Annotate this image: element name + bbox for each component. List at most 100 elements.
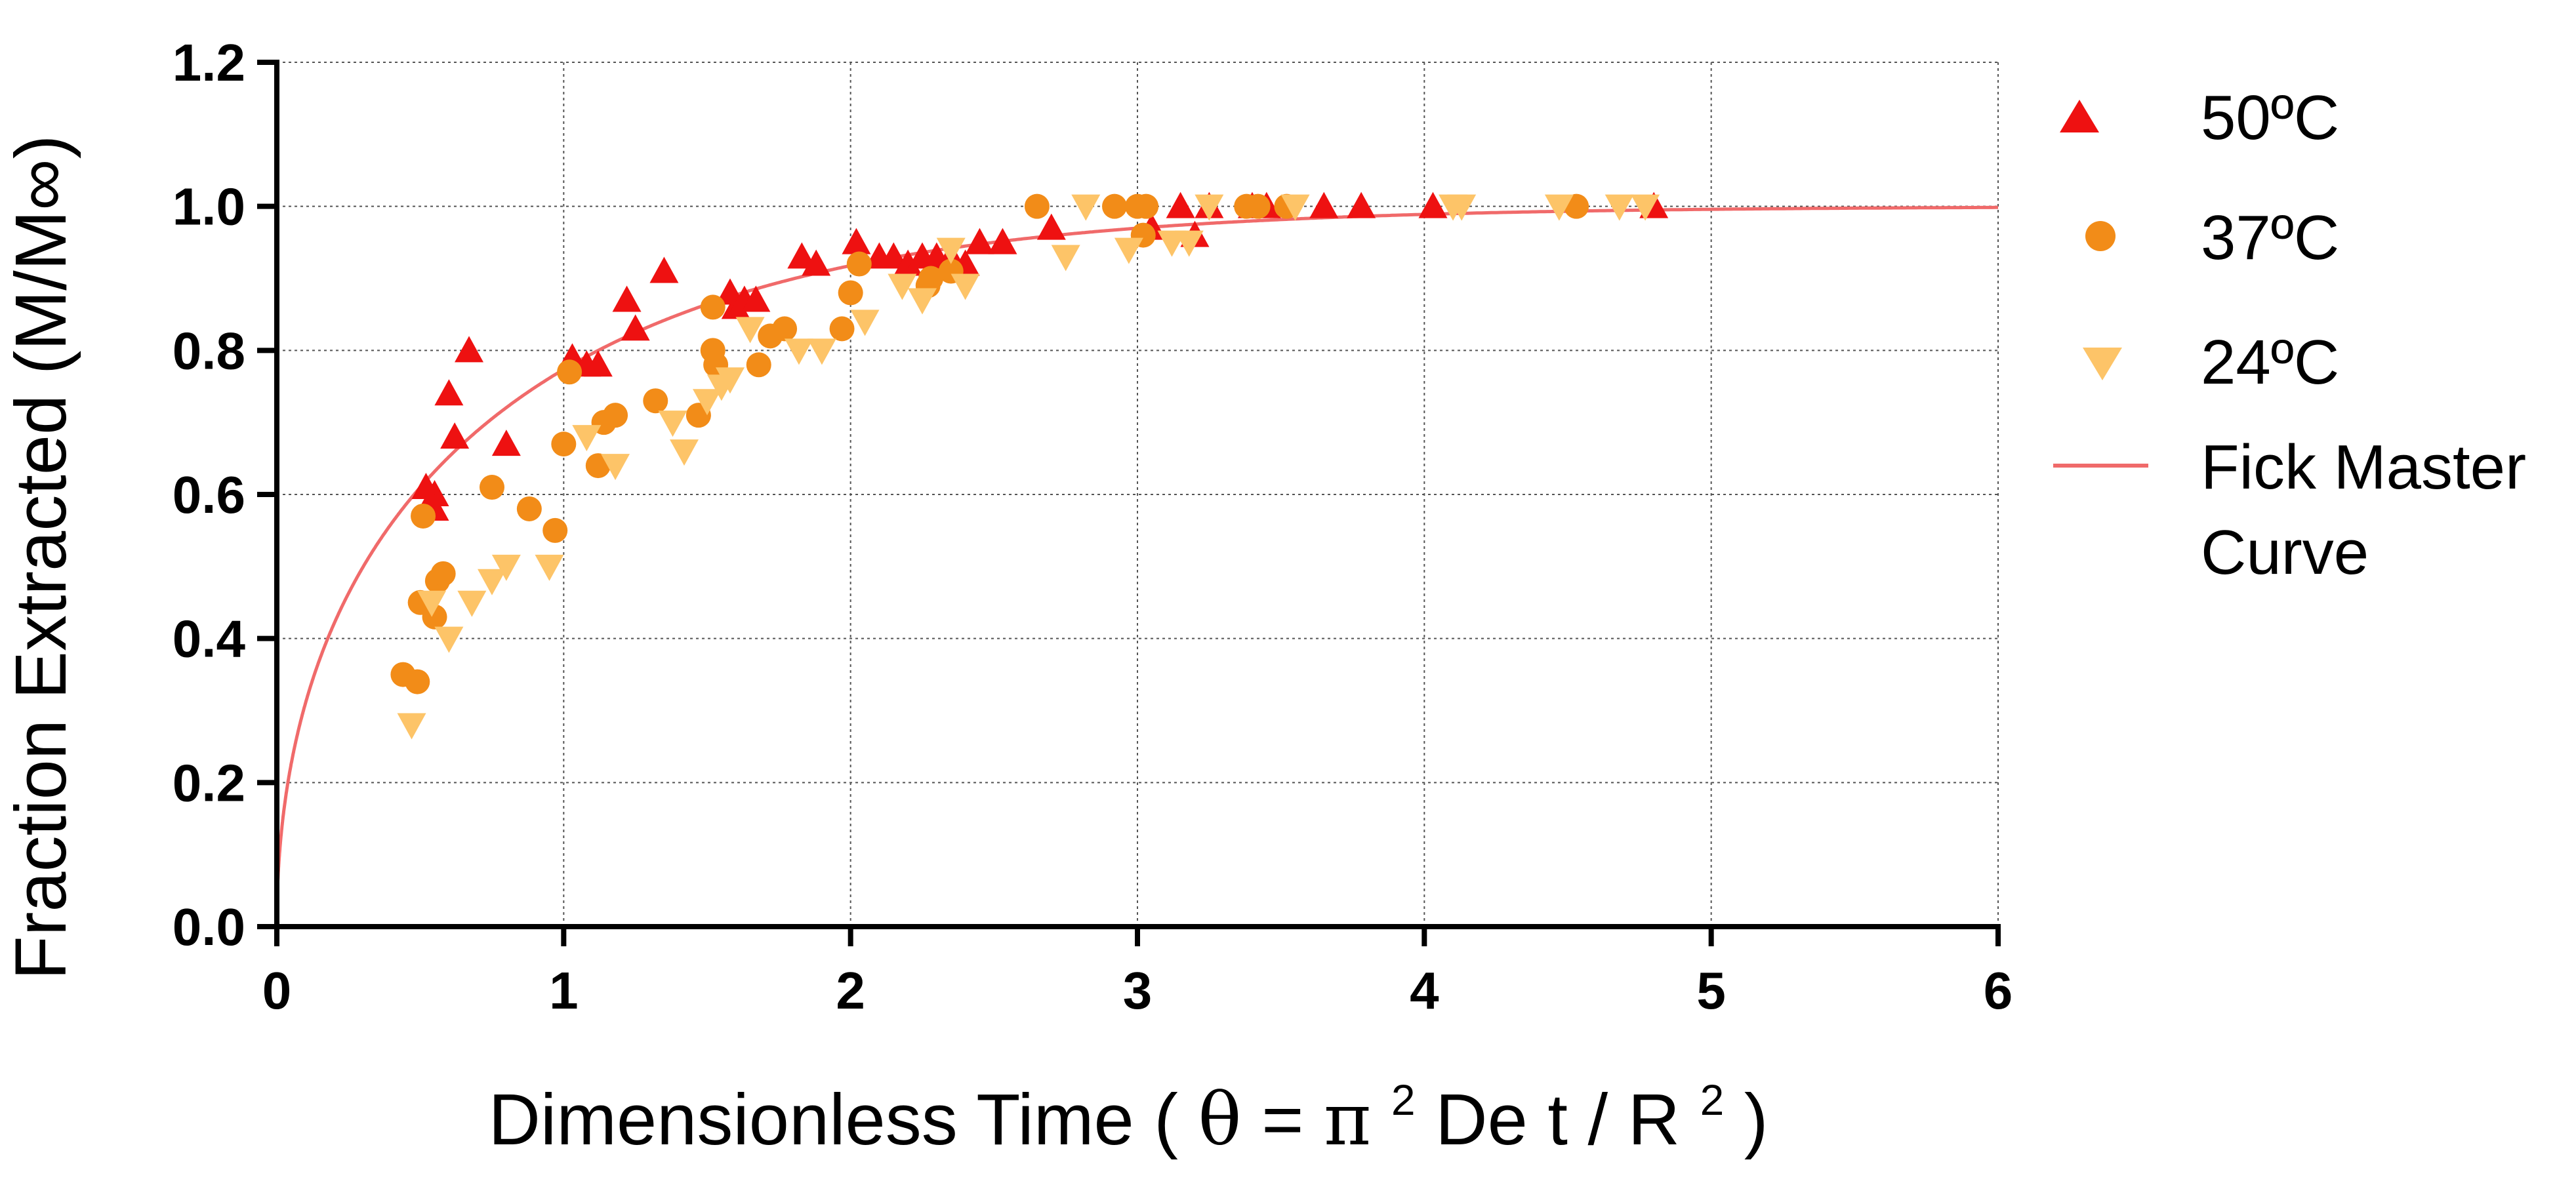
data-point-triangle-down (1544, 194, 1574, 221)
data-point-triangle-down (397, 713, 426, 740)
data-point-triangle-up (1418, 191, 1448, 218)
data-points-layer (390, 191, 1669, 740)
data-point-triangle-up (583, 350, 613, 377)
data-point-triangle-down (491, 554, 521, 581)
legend-item-50c: 50ºC (2060, 83, 2339, 153)
data-point-triangle-up (842, 228, 871, 254)
data-point-triangle-down (807, 338, 836, 365)
data-point-triangle-down (658, 411, 687, 437)
data-point-circle (838, 280, 863, 306)
y-tick-label: 0.0 (173, 898, 245, 956)
data-point-circle (1024, 193, 1050, 219)
data-point-circle (1245, 193, 1271, 219)
x-axis-title-middle: De t / R (1435, 1079, 1680, 1160)
data-point-circle (411, 503, 436, 529)
data-point-triangle-up (879, 242, 909, 269)
data-point-triangle-down (478, 569, 506, 595)
data-point-triangle-up (893, 249, 923, 276)
x-axis-title-suffix: ) (1744, 1079, 1768, 1160)
data-point-triangle-down (601, 454, 630, 481)
data-point-triangle-down (1605, 194, 1634, 221)
data-point-triangle-down (784, 338, 813, 365)
x-tick-label: 0 (262, 961, 292, 1020)
data-point-triangle-down (1631, 194, 1660, 221)
data-point-triangle-up (434, 379, 464, 406)
x-axis-title-r-exponent: 2 (1700, 1075, 1725, 1124)
data-point-triangle-down (850, 310, 880, 336)
data-point-triangle-up (621, 314, 650, 341)
x-axis-title-equals: = (1261, 1079, 1324, 1160)
data-point-circle (746, 352, 771, 378)
y-axis-title: Fraction Extracted (M/M∞) (1, 135, 81, 980)
data-point-triangle-down (535, 554, 564, 581)
data-point-circle (557, 359, 583, 385)
x-tick-label: 6 (1984, 961, 2013, 1020)
data-point-triangle-down (951, 273, 980, 300)
data-point-circle (772, 316, 798, 342)
legend-item-fick-master-curve: Fick Master Curve (2053, 432, 2526, 588)
legend-label-fick-line1: Fick Master (2201, 432, 2526, 502)
x-tick-label: 1 (549, 961, 579, 1020)
y-tick-label: 0.6 (173, 466, 245, 524)
legend-item-24c: 24ºC (2083, 327, 2339, 397)
legend-label-50c: 50ºC (2201, 83, 2339, 153)
data-point-triangle-down (457, 590, 487, 617)
data-point-triangle-up (965, 228, 994, 254)
data-point-circle (603, 403, 628, 428)
data-point-triangle-down (1051, 245, 1080, 271)
data-point-triangle-down (417, 590, 447, 617)
data-point-circle (405, 669, 430, 694)
y-axis-ticks: 0.0 0.2 0.4 0.6 0.8 1.0 1.2 (173, 33, 277, 956)
data-point-triangle-down (908, 288, 937, 315)
data-point-triangle-up (988, 228, 1017, 254)
y-tick-label: 0.4 (173, 610, 246, 668)
x-tick-label: 5 (1696, 961, 1726, 1020)
data-point-triangle-up (420, 480, 449, 506)
data-point-triangle-down (670, 439, 699, 466)
data-point-triangle-up (491, 430, 521, 456)
data-point-triangle-down (936, 237, 966, 264)
x-tick-label: 4 (1410, 961, 1439, 1020)
data-point-circle (551, 432, 577, 457)
data-point-triangle-down (1280, 194, 1310, 221)
data-point-triangle-down (693, 389, 722, 416)
x-axis-title-pi: π (1324, 1077, 1371, 1161)
y-tick-label: 0.8 (173, 321, 245, 380)
data-point-circle (846, 251, 872, 277)
y-tick-label: 0.2 (173, 753, 245, 812)
data-point-triangle-up (741, 285, 771, 312)
y-tick-label: 1.0 (173, 178, 245, 236)
data-point-triangle-up (1166, 191, 1195, 218)
data-point-circle (480, 475, 504, 500)
legend-label-37c: 37ºC (2201, 203, 2339, 273)
data-point-triangle-down (1195, 194, 1224, 221)
data-point-triangle-down (434, 626, 464, 653)
data-point-triangle-up (1036, 213, 1066, 240)
legend-item-37c: 37ºC (2085, 203, 2339, 273)
data-point-triangle-up (612, 285, 642, 312)
data-point-triangle-down (715, 367, 745, 394)
legend-marker-triangle-down (2083, 348, 2122, 380)
x-axis-title-theta: θ (1198, 1077, 1241, 1161)
data-point-circle (700, 294, 726, 320)
legend: 50ºC 37ºC 24ºC Fick Master Curve (2053, 83, 2526, 588)
data-point-triangle-down (572, 425, 602, 452)
x-axis-title: Dimensionless Time ( θ = π 2 De t / R 2 … (488, 1050, 1768, 1161)
y-tick-label: 1.2 (173, 33, 245, 92)
x-tick-label: 2 (836, 961, 865, 1020)
legend-marker-triangle-up (2060, 100, 2099, 132)
data-point-triangle-down (1114, 237, 1143, 264)
x-tick-label: 3 (1123, 961, 1153, 1020)
data-point-triangle-down (1447, 194, 1477, 221)
data-point-circle (829, 316, 855, 342)
x-axis-title-pi-exponent: 2 (1391, 1075, 1416, 1124)
data-point-triangle-up (802, 249, 831, 276)
x-axis-title-prefix: Dimensionless Time ( (488, 1079, 1198, 1160)
data-point-circle (918, 266, 944, 291)
data-point-triangle-up (440, 422, 470, 449)
data-point-triangle-up (649, 256, 679, 283)
x-axis-ticks: 0 1 2 3 4 5 6 (262, 927, 2013, 1020)
data-point-circle (542, 517, 568, 543)
data-point-triangle-down (888, 273, 917, 300)
